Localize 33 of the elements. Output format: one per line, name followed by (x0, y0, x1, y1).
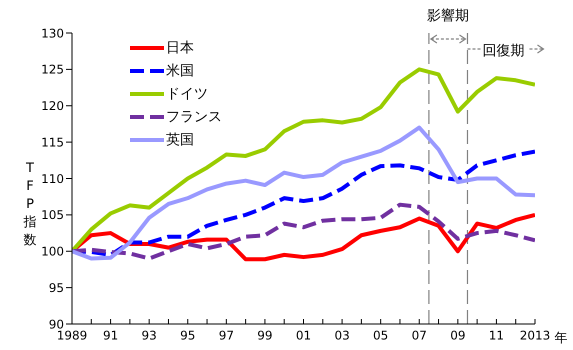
x-tick-label: 2013 (520, 328, 550, 343)
x-tick-label: 03 (334, 328, 350, 343)
x-tick-label: 07 (412, 328, 427, 343)
legend-label: 日本 (166, 38, 194, 58)
y-tick-label: 95 (48, 280, 64, 295)
x-tick-label: 93 (142, 328, 157, 343)
x-tick-label: 09 (450, 328, 466, 343)
x-tick-label: 97 (218, 328, 234, 343)
x-tick-label: 05 (373, 328, 388, 343)
x-axis-title: 年 (554, 331, 568, 346)
legend-label: 米国 (166, 62, 194, 80)
y-tick-label: 105 (41, 208, 64, 222)
y-tick-label: 120 (41, 99, 64, 114)
text: 影響期 (427, 8, 470, 24)
line-series (72, 126, 535, 261)
x-tick-label: 91 (102, 328, 118, 343)
y-axis-title: TFP指数 (22, 161, 36, 248)
y-tick-label: 90 (48, 317, 64, 332)
y-tick-label: 115 (41, 135, 64, 150)
x-tick-label: 95 (180, 328, 196, 343)
legend-label: ドイツ (166, 84, 208, 104)
legend-label: 英国 (166, 130, 194, 150)
line-series (72, 202, 535, 261)
annotation: 回復期 (482, 43, 524, 59)
x-tick-label: 99 (257, 328, 273, 343)
x-tick-label: 01 (296, 328, 312, 343)
y-tick-label: 125 (41, 62, 64, 77)
y-tick-label: 130 (41, 26, 64, 40)
y-tick-label: 100 (41, 244, 64, 259)
y-tick-label: 110 (41, 172, 64, 186)
legend-label: フランス (166, 108, 222, 126)
x-tick-label: 1989 (56, 328, 88, 343)
x-tick-label: 11 (488, 328, 504, 343)
